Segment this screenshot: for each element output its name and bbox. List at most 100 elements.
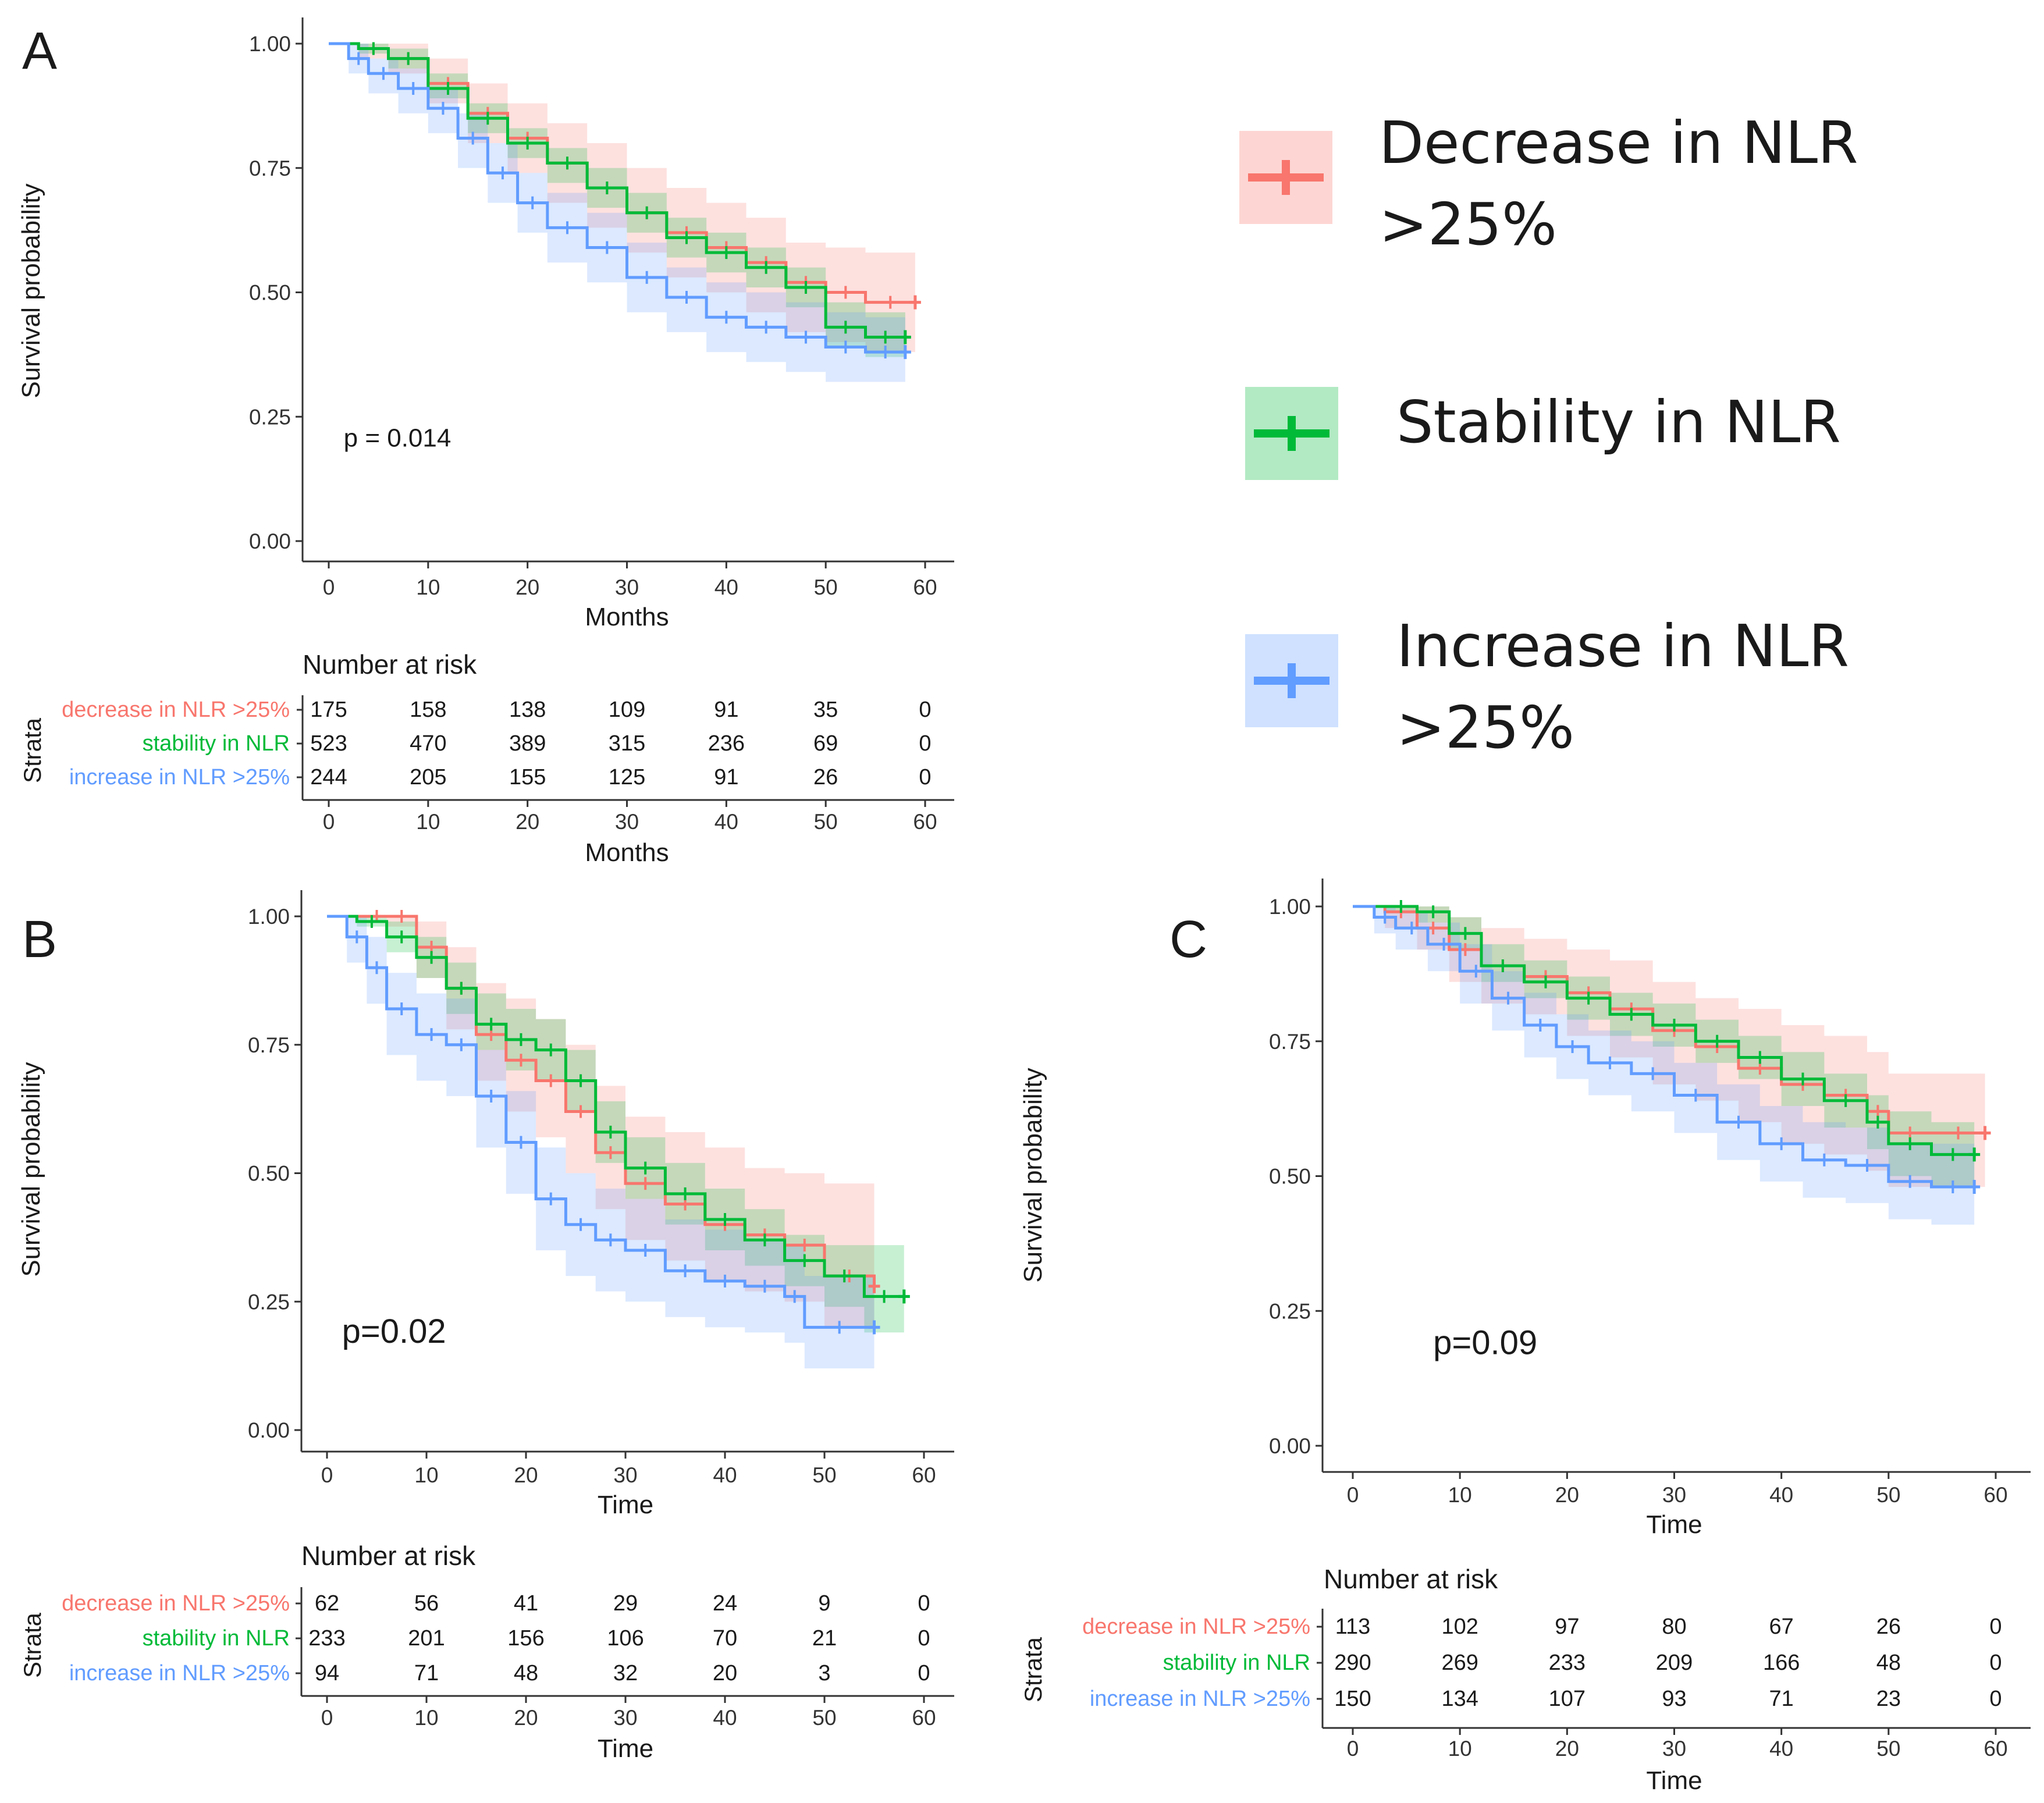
risk-value: 155 [509,765,546,790]
risk-x-tick-label: 60 [912,1706,936,1730]
risk-value: 93 [1662,1687,1686,1711]
y-tick-label: 0.50 [249,281,291,305]
censor-mark [879,1290,890,1303]
censor-mark [899,330,911,344]
risk-value: 26 [813,765,838,790]
panel-a: A 0.00 0.25 0.50 0.75 1.00 0 10 20 30 40 50 60 Months… [17,17,954,867]
x-tick-label: 0 [1347,1483,1359,1507]
risk-value: 29 [613,1591,638,1616]
x-tick-label: 30 [1662,1483,1686,1507]
risk-value: 113 [1335,1614,1371,1639]
risk-value: 0 [918,1661,930,1685]
censor-mark [1535,1018,1546,1032]
risk-table-title: Number at risk [301,1541,476,1571]
risk-value: 156 [507,1626,544,1651]
censor-mark [680,1264,691,1278]
ci-band-increase [329,44,905,382]
censor-mark [545,1074,556,1087]
censor-mark [1979,1126,1991,1140]
censor-mark [438,102,449,115]
censor-mark [760,261,772,274]
risk-x-tick-label: 60 [913,810,937,834]
censor-mark [868,1320,880,1335]
x-tick-label: 0 [323,575,335,599]
risk-x-axis-title: Months [585,838,669,867]
censor-mark [1690,1089,1701,1102]
censor-mark [605,1125,616,1139]
risk-x-tick-label: 40 [713,1706,737,1730]
x-tick-label: 40 [1769,1483,1793,1507]
risk-value: 109 [609,698,645,722]
censor-mark [575,1074,586,1087]
censor-mark [1968,1180,1981,1194]
ci-band-stability [329,44,905,357]
risk-row-label-increase: increase in NLR >25% [69,765,290,790]
censor-mark [759,1279,770,1293]
censor-mark [801,280,811,294]
p-value: p=0.02 [342,1313,446,1350]
ci-band-decrease [329,44,915,353]
risk-value: 107 [1549,1687,1586,1711]
risk-value: 0 [919,698,931,722]
panel-b: B0.000.250.500.751.000 10 20 30 40 50 60TimeSu… [17,890,954,1763]
censor-mark [408,81,419,95]
censor-mark [1503,991,1514,1005]
y-axis-title: Survival probability [17,183,45,398]
censor-mark [1647,1067,1658,1080]
censor-mark [899,345,911,360]
risk-row-label-decrease: decrease in NLR >25% [1082,1614,1310,1639]
censor-mark [1380,911,1391,924]
survival-curve-stability [1353,905,1975,1156]
censor-mark [1968,1147,1981,1162]
risk-value: 32 [613,1661,638,1685]
y-tick-label: 1.00 [248,905,290,929]
risk-x-tick-label: 10 [414,1706,438,1730]
ci-band-increase [1353,906,1975,1225]
censor-mark [840,340,851,354]
censor-mark [1953,1126,1964,1140]
x-tick-label: 50 [812,1463,836,1487]
risk-value: 0 [919,731,931,756]
censor-mark [1567,1040,1578,1054]
risk-x-tick-label: 0 [323,810,335,834]
y-tick-label: 0.75 [249,157,291,180]
ci-band-increase [327,916,875,1369]
x-tick-label: 60 [1983,1483,2007,1507]
risk-row-label-stability: stability in NLR [143,731,290,756]
y-tick-label: 0.00 [248,1418,290,1442]
censor-mark [378,67,389,80]
risk-x-tick-label: 20 [516,810,539,834]
risk-row-label-increase: increase in NLR >25% [1090,1687,1310,1711]
censor-mark [1438,937,1449,951]
legend-label: Increase in NLR [1396,612,1849,680]
risk-value: 150 [1334,1687,1371,1711]
censor-mark [497,166,508,180]
risk-x-tick-label: 50 [812,1706,836,1730]
strata-label: Strata [19,1612,46,1678]
panel-label: A [22,22,57,80]
censor-mark [1605,1056,1615,1069]
censor-mark [885,296,896,309]
risk-value: 67 [1769,1614,1794,1639]
y-tick-label: 0.75 [1269,1030,1311,1054]
risk-value: 69 [813,731,838,756]
legend-label-line2: >25% [1379,190,1557,258]
censor-mark [1872,1115,1883,1129]
x-tick-label: 40 [714,575,738,599]
risk-value: 106 [607,1626,644,1651]
censor-mark [1947,1180,1958,1194]
risk-x-tick-label: 40 [714,810,738,834]
risk-value: 41 [514,1591,538,1616]
censor-mark [368,42,379,55]
y-tick-label: 0.00 [249,529,291,553]
censor-mark [443,81,453,95]
strata-label: Strata [19,717,46,783]
x-axis-title: Time [598,1491,653,1519]
risk-value: 48 [1876,1651,1901,1675]
censor-mark [680,1187,691,1200]
risk-value: 0 [1989,1687,2002,1711]
risk-x-tick-label: 20 [1555,1737,1579,1761]
risk-x-tick-label: 30 [1662,1737,1686,1761]
legend: Decrease in NLR >25% Stability in NLR Incre… [1239,109,1858,762]
x-tick-label: 50 [814,575,838,599]
